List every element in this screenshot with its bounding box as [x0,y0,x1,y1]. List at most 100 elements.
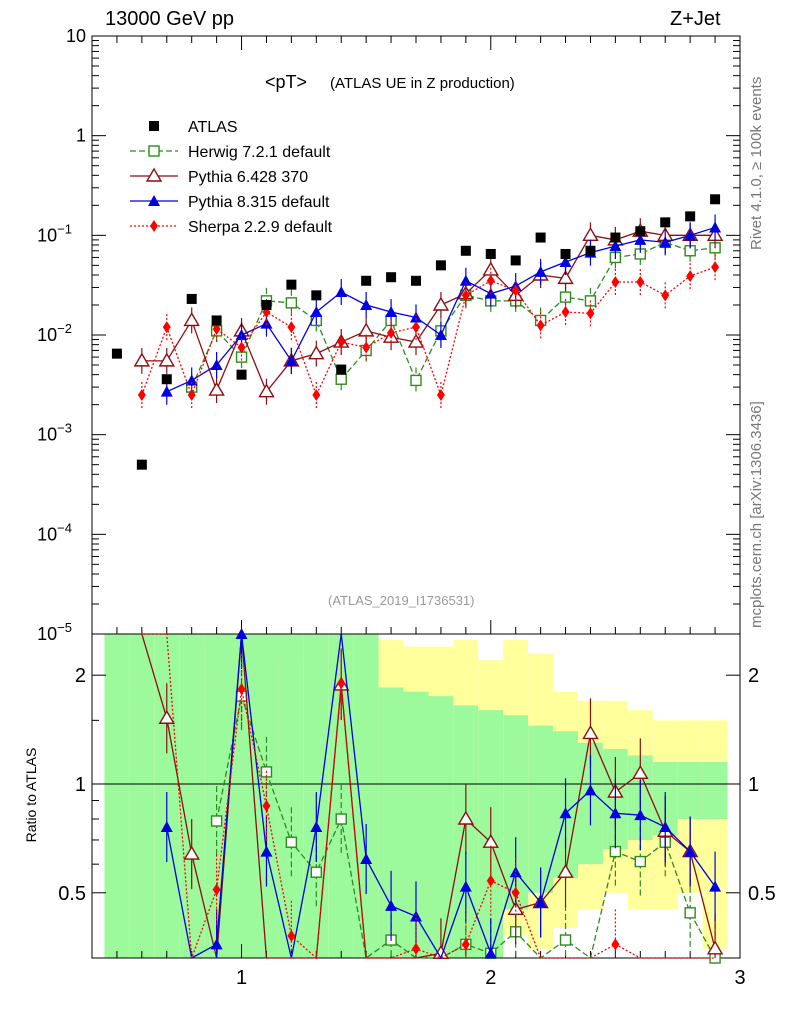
data-point [407,333,425,348]
data-point [235,628,248,639]
chart-subtitle: (ATLAS UE in Z production) [330,75,515,92]
ratio-line [141,633,716,960]
data-point [684,907,696,919]
data-point [557,863,574,878]
data-point [511,284,520,297]
legend-entry: Pythia 8.315 default [130,194,330,211]
data-point [212,322,221,335]
y-tick-exponent: −3 [57,421,72,436]
data-point [510,255,521,266]
data-point [461,938,470,951]
data-point [484,947,497,959]
data-point [560,248,571,259]
series-line [191,241,716,388]
data-point [511,886,520,899]
data-point [485,248,496,259]
data-point [709,221,722,233]
data-point [434,329,447,340]
data-point [706,940,724,955]
data-point [335,813,347,825]
data-point [582,725,599,740]
data-point [360,853,373,865]
data-point [287,321,296,334]
data-point [158,709,175,724]
data-point [634,233,647,245]
data-point [285,836,298,848]
y-tick-label: 10−4 [37,520,72,544]
series-sherpa [137,254,720,960]
data-point [684,229,697,241]
data-point [237,341,246,354]
data-point [262,799,271,812]
data-point [385,899,398,911]
data-point [684,845,697,857]
data-point [312,389,321,402]
data-point [136,459,147,470]
data-point [357,322,375,337]
y-tick-label: 10−5 [37,620,72,644]
data-point [111,348,122,359]
series-line [141,266,716,398]
data-point [709,880,722,892]
data-point [210,815,223,827]
data-point [208,381,225,396]
data-point [410,311,422,323]
data-point [559,807,572,819]
data-point [711,261,720,274]
data-point [486,874,495,887]
data-point [459,274,472,286]
header-energy: 13000 GeV pp [105,8,234,30]
data-point [308,345,325,360]
data-point [337,677,346,690]
data-point [611,938,620,951]
data-point [161,374,172,385]
data-point [559,291,572,303]
data-point [149,121,159,131]
data-point [258,383,275,398]
data-point [145,167,163,182]
data-point [410,374,422,387]
data-point [609,807,622,819]
green-band-bin [353,634,379,958]
x-tick-label: 1 [236,967,247,989]
y-tick-label: 10−3 [37,421,72,445]
data-point [585,245,596,256]
data-point [336,364,347,375]
data-point [211,315,222,326]
ratio-tick-label: 1 [75,774,86,796]
legend-entry: Herwig 7.2.1 default [130,144,331,161]
header-process: Z+Jet [670,8,721,30]
data-point [710,194,721,205]
data-point [386,272,397,283]
y-tick-exponent: −2 [57,321,72,336]
legend-label: ATLAS [188,119,238,136]
data-point [685,211,696,222]
data-point [286,279,297,290]
data-point [158,352,175,367]
data-point [287,929,296,942]
data-point [486,274,495,287]
data-point [335,373,347,385]
chart-title: <pT> [265,72,307,92]
data-point [210,938,223,950]
data-point [686,270,695,283]
data-point [362,341,371,354]
green-band-bin [129,634,155,958]
data-point [187,389,196,402]
data-point [557,269,574,285]
green-band-bin [428,696,454,958]
data-point [460,245,471,256]
series-data [111,194,721,470]
data-point [534,265,547,277]
data-point [210,359,223,371]
data-point [385,306,398,318]
data-point [632,764,649,780]
data-point [285,297,298,309]
data-point [311,290,322,301]
data-point [535,232,546,243]
data-point [261,299,272,310]
data-point [185,374,198,386]
data-point [661,289,670,302]
